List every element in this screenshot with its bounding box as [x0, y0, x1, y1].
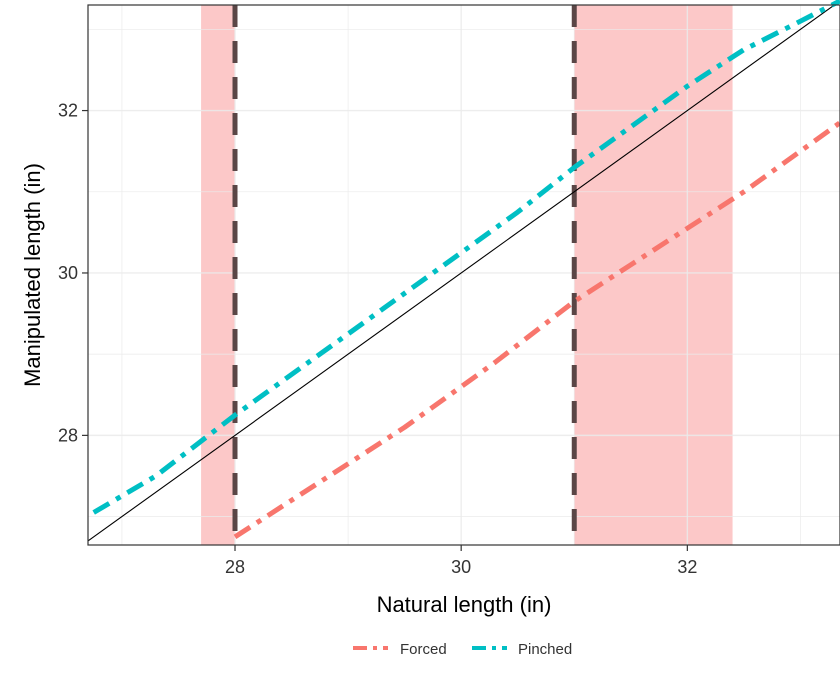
panel-border — [87, 4, 840, 546]
x-tick-label: 28 — [225, 557, 245, 577]
series-line-pinched — [92, 0, 840, 515]
x-tick-label: 32 — [677, 557, 697, 577]
x-tick-label: 30 — [451, 557, 471, 577]
y-tick-label: 32 — [58, 101, 78, 121]
identity-line — [87, 0, 840, 542]
legend-label-pinched: Pinched — [518, 641, 572, 658]
x-axis-title: Natural length (in) — [377, 592, 552, 617]
legend: Forced Pinched — [353, 641, 572, 658]
y-axis-ticks: 28 30 32 — [58, 101, 88, 445]
shaded-region-0 — [201, 5, 236, 545]
y-axis-title: Manipulated length (in) — [20, 163, 45, 387]
identity-line-group — [87, 0, 840, 542]
y-tick-label: 28 — [58, 425, 78, 445]
shaded-regions — [201, 5, 733, 545]
legend-label-forced: Forced — [400, 641, 447, 658]
x-axis-ticks: 28 30 32 — [225, 545, 697, 577]
shaded-region-1 — [574, 5, 733, 545]
vertical-reference-lines — [232, 5, 577, 545]
series-line-forced — [233, 120, 840, 539]
y-tick-label: 30 — [58, 263, 78, 283]
data-series — [92, 0, 840, 539]
